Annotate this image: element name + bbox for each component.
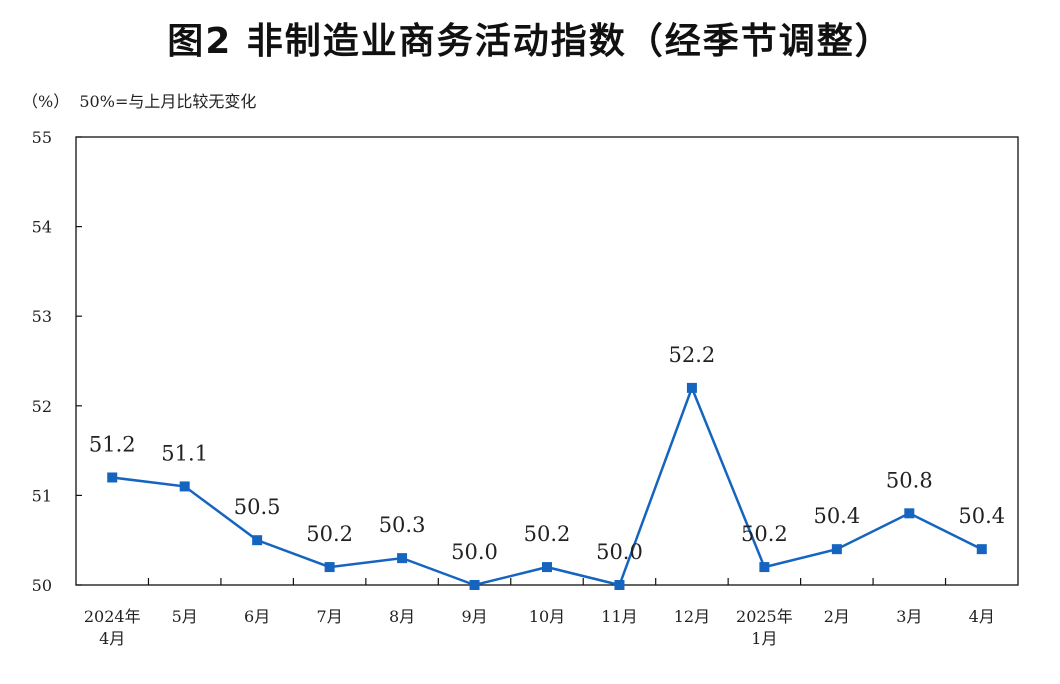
- y-tick-label: 55: [32, 128, 52, 147]
- data-label: 51.2: [89, 432, 136, 456]
- x-tick-label: 6月: [244, 607, 270, 626]
- data-point: [542, 562, 552, 573]
- data-point: [831, 544, 842, 555]
- axes: [75, 136, 1019, 586]
- data-point: [904, 508, 915, 519]
- data-label: 50.2: [524, 522, 571, 546]
- data-label: 50.0: [451, 540, 498, 564]
- data-point: [179, 481, 190, 492]
- data-label: 52.2: [669, 343, 716, 367]
- x-tick-label: 10月: [529, 607, 565, 626]
- x-tick-label: 8月: [389, 607, 415, 626]
- x-tick-label: 2025年: [736, 607, 793, 626]
- data-point: [397, 553, 408, 564]
- y-tick-label: 52: [32, 397, 52, 416]
- x-tick-label: 4月: [969, 607, 995, 626]
- data-label: 50.4: [958, 504, 1005, 528]
- data-labels: 51.2 51.1 50.5 50.2 50.3 50.0 50.2 50.0 52.2 50.2…: [89, 343, 1005, 564]
- x-tick-label: 2月: [824, 607, 850, 626]
- x-tick-label: 5月: [172, 607, 198, 626]
- plot-frame: [75, 136, 1019, 586]
- x-tick-label: 4月: [99, 629, 125, 648]
- data-point: [252, 535, 263, 546]
- data-label: 50.2: [741, 522, 788, 546]
- data-point: [759, 562, 770, 573]
- data-label: 50.3: [379, 513, 426, 537]
- y-tick-label: 51: [32, 486, 52, 505]
- x-tick-label: 11月: [601, 607, 637, 626]
- y-tick-label: 53: [32, 307, 52, 326]
- data-point: [324, 562, 335, 573]
- x-tick-label: 3月: [896, 607, 922, 626]
- unit-note: （%） 50%=与上月比较无变化: [22, 92, 257, 111]
- data-points: [107, 382, 987, 590]
- y-tick-label: 50: [32, 576, 52, 595]
- data-point: [107, 472, 118, 483]
- y-tick-label: 54: [32, 218, 52, 237]
- data-label: 50.5: [234, 495, 281, 519]
- x-tick-label: 7月: [317, 607, 343, 626]
- data-point: [686, 382, 697, 393]
- data-point: [469, 580, 480, 590]
- x-tick-label: 2024年: [84, 607, 141, 626]
- data-label: 50.2: [306, 522, 353, 546]
- data-label: 50.0: [596, 540, 643, 564]
- data-label: 51.1: [161, 441, 208, 465]
- data-point: [976, 544, 987, 555]
- x-axis-ticks: 2024年 4月 5月 6月 7月 8月 9月 10月 11月 12月 2025年 1月 2月 3月 4月: [84, 578, 995, 648]
- data-point: [614, 580, 625, 590]
- chart-title: 图2 非制造业商务活动指数（经季节调整）: [167, 21, 893, 62]
- x-tick-label: 12月: [674, 607, 710, 626]
- data-label: 50.4: [813, 504, 860, 528]
- y-axis-ticks: 50 51 52 53 54 55: [32, 128, 82, 595]
- x-tick-label: 1月: [751, 629, 777, 648]
- x-tick-label: 9月: [461, 607, 487, 626]
- data-label: 50.8: [886, 468, 933, 492]
- series-line: [112, 384, 983, 587]
